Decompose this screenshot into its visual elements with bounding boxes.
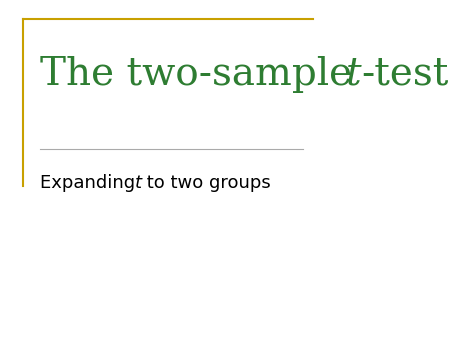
Text: to two groups: to two groups	[141, 173, 271, 192]
Text: The two-sample: The two-sample	[40, 56, 364, 93]
Text: t: t	[135, 173, 142, 192]
Text: Expanding: Expanding	[40, 173, 140, 192]
Text: t: t	[346, 56, 362, 93]
Text: -test: -test	[361, 56, 448, 93]
